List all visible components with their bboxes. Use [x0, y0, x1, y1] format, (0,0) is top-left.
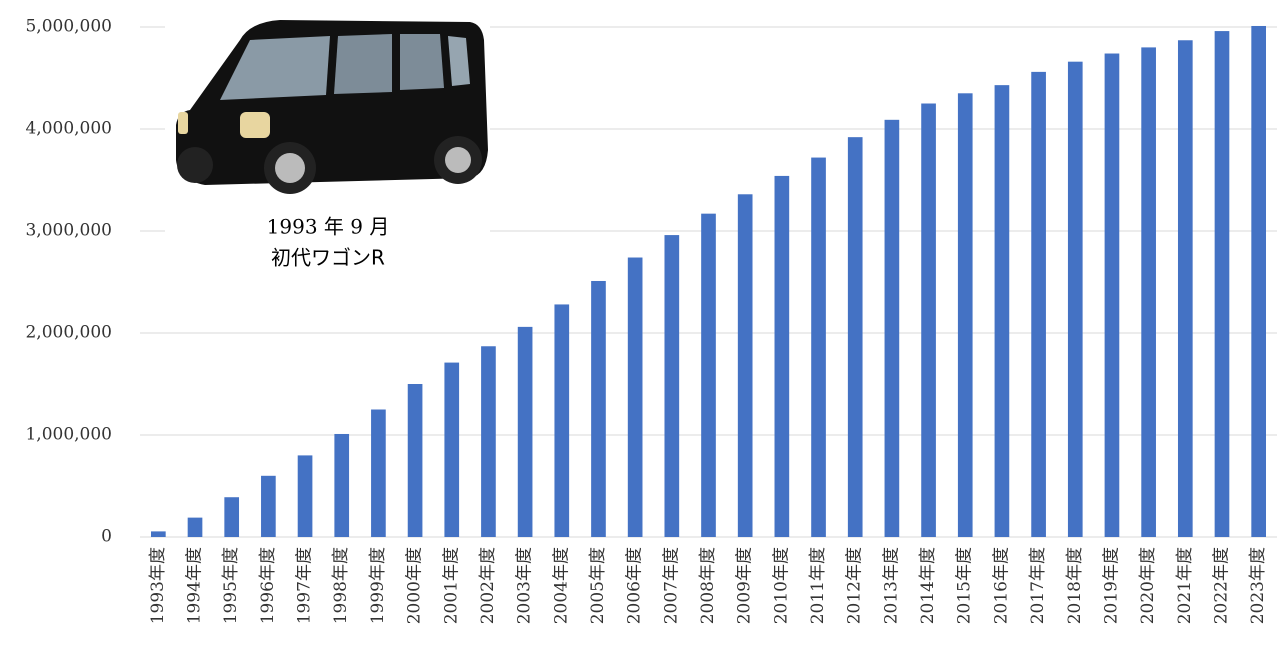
x-tick-label: 2004年度	[551, 547, 571, 624]
x-tick-label: 2014年度	[918, 547, 938, 624]
x-tick-label: 2016年度	[991, 547, 1011, 624]
bar	[847, 137, 863, 537]
x-tick-label: 2013年度	[881, 547, 901, 624]
bar	[1141, 47, 1156, 538]
bar	[811, 157, 826, 537]
bar	[1104, 53, 1120, 538]
x-tick-label: 2012年度	[845, 547, 865, 624]
x-tick-label: 2007年度	[661, 547, 681, 624]
bar	[517, 326, 533, 537]
bar	[371, 409, 386, 537]
bar	[1031, 71, 1046, 537]
x-tick-label: 1998年度	[331, 547, 351, 624]
x-tick-label: 1994年度	[185, 547, 205, 624]
y-tick-label: 4,000,000	[25, 119, 112, 139]
x-tick-label: 1993年度	[148, 547, 168, 624]
bar	[481, 346, 496, 537]
bar	[1177, 40, 1193, 537]
x-tick-label: 2006年度	[625, 547, 645, 624]
x-tick-label: 2010年度	[771, 547, 791, 624]
x-tick-label: 2000年度	[405, 547, 425, 624]
bar	[591, 280, 606, 537]
bar	[994, 85, 1010, 537]
bar	[1067, 61, 1083, 538]
x-tick-label: 2017年度	[1028, 547, 1048, 624]
x-tick-label: 2009年度	[735, 547, 755, 624]
x-tick-label: 2021年度	[1175, 547, 1195, 624]
bar	[664, 235, 680, 537]
bar	[701, 213, 716, 537]
bar	[1251, 25, 1266, 537]
bar	[297, 455, 313, 537]
annotation: 1993 年 9 月	[267, 215, 390, 239]
bar	[261, 475, 276, 537]
x-tick-label: 2001年度	[441, 547, 461, 624]
x-tick-label: 2002年度	[478, 547, 498, 624]
bar	[407, 384, 423, 537]
annotation: 初代ワゴンR	[271, 246, 385, 270]
x-tick-label: 2018年度	[1065, 547, 1085, 624]
bar	[444, 362, 460, 537]
x-tick-label: 1995年度	[221, 547, 241, 624]
bar	[151, 531, 166, 537]
bar	[774, 175, 790, 538]
bar	[627, 257, 643, 537]
x-tick-label: 2023年度	[1248, 547, 1268, 624]
bars	[151, 25, 1266, 538]
car-illustration	[176, 20, 488, 194]
y-tick-label: 0	[101, 527, 112, 547]
x-tick-label: 1997年度	[295, 547, 315, 624]
x-tick-label: 2011年度	[808, 547, 828, 624]
x-tick-label: 2005年度	[588, 547, 608, 624]
y-tick-label: 2,000,000	[25, 323, 112, 343]
bar	[957, 93, 973, 538]
bar	[1214, 31, 1230, 538]
bar	[921, 103, 936, 537]
bar	[737, 194, 753, 537]
x-tick-label: 1996年度	[258, 547, 278, 624]
x-tick-label: 2020年度	[1138, 547, 1158, 624]
x-tick-label: 2015年度	[955, 547, 975, 624]
bar	[334, 433, 350, 537]
bar	[884, 119, 900, 537]
bar	[554, 304, 570, 537]
x-tick-label: 2003年度	[515, 547, 535, 624]
y-tick-label: 3,000,000	[25, 221, 112, 241]
x-tick-label: 2022年度	[1211, 547, 1231, 624]
x-tick-label: 2019年度	[1101, 547, 1121, 624]
x-tick-label: 1999年度	[368, 547, 388, 624]
y-tick-label: 1,000,000	[25, 425, 112, 445]
bar	[187, 517, 203, 537]
y-tick-label: 5,000,000	[25, 17, 112, 37]
x-tick-label: 2008年度	[698, 547, 718, 624]
bar	[224, 497, 240, 537]
